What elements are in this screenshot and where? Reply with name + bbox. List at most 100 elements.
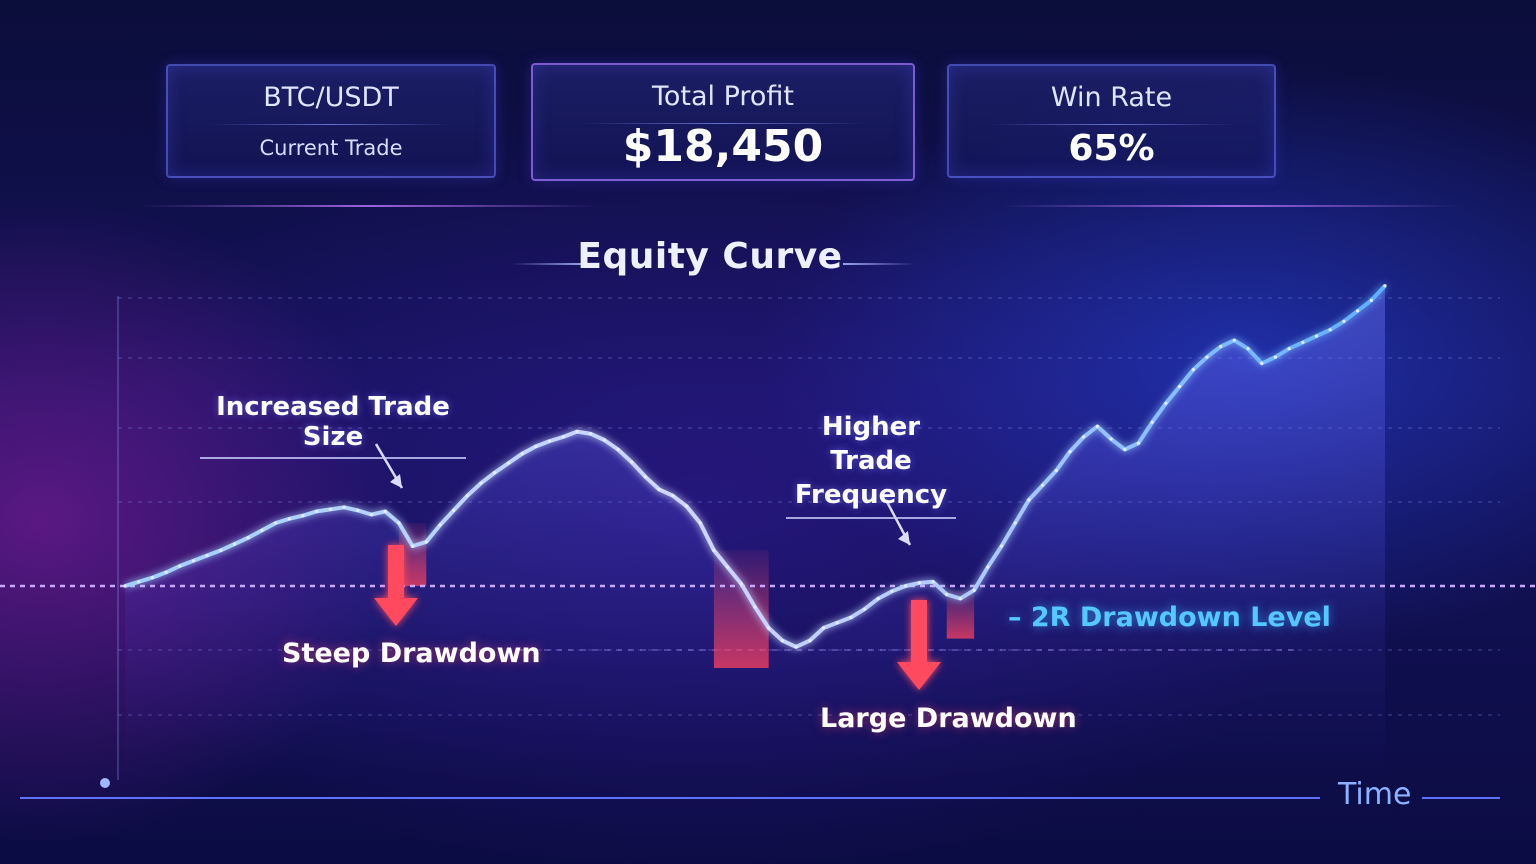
equity-point [958, 597, 963, 601]
equity-point [465, 494, 469, 498]
equity-point [1095, 424, 1099, 428]
equity-point [1109, 437, 1113, 441]
equity-point [684, 504, 689, 508]
equity-point [986, 565, 990, 569]
equity-point [438, 523, 442, 527]
equity-point [1027, 498, 1031, 502]
equity-point [1136, 441, 1141, 445]
total-profit-value: $18,450 [622, 121, 824, 172]
equity-point [1369, 298, 1373, 302]
x-axis-label: Time [1338, 777, 1412, 812]
equity-point [1205, 355, 1209, 359]
steep-drawdown-arrow [374, 545, 418, 626]
equity-point [589, 432, 593, 436]
equity-point [534, 444, 538, 448]
equity-point [232, 542, 237, 546]
equity-point [1356, 309, 1360, 313]
equity-point [726, 565, 730, 569]
win-rate-value: 65% [1068, 128, 1155, 169]
equity-point [1013, 521, 1017, 525]
equity-point [931, 580, 935, 584]
annotation-increased-trade-size: Increased Trade Size [200, 392, 466, 459]
equity-point [1219, 345, 1223, 349]
card-divider [207, 124, 455, 125]
equity-point [1041, 483, 1045, 487]
annotation-steep-drawdown: Steep Drawdown [282, 638, 541, 669]
equity-point [876, 597, 880, 601]
equity-point [123, 584, 127, 588]
equity-point [520, 452, 524, 456]
title-rule-right [843, 263, 915, 265]
equity-point [630, 460, 634, 464]
equity-point [1123, 447, 1127, 452]
equity-point [383, 509, 387, 514]
equity-point [999, 544, 1004, 548]
chart-title-wrap: Equity Curve [500, 236, 920, 277]
header-glow-line-left [140, 205, 600, 207]
equity-point [205, 553, 209, 558]
pair-card: BTC/USDT Current Trade [166, 64, 496, 178]
equity-point [575, 430, 579, 434]
equity-point [671, 494, 675, 498]
equity-point [904, 584, 908, 588]
equity-point [657, 487, 661, 491]
equity-point [493, 471, 497, 475]
equity-point [315, 509, 319, 514]
equity-point [561, 435, 565, 439]
equity-point [137, 580, 141, 584]
equity-point [808, 639, 812, 643]
trade-size-pointer-head [390, 474, 402, 488]
pair-label: BTC/USDT [263, 82, 399, 113]
equity-point [972, 588, 976, 592]
equity-point [794, 645, 798, 649]
annotation-arrows [374, 443, 941, 690]
equity-point [342, 505, 346, 509]
total-profit-card: Total Profit $18,450 [531, 63, 915, 181]
equity-point [1232, 338, 1236, 342]
equity-point [917, 581, 921, 585]
equity-point [397, 521, 401, 525]
equity-point [301, 514, 305, 518]
equity-point [1054, 468, 1058, 473]
equity-point [356, 508, 360, 512]
equity-point [862, 607, 867, 611]
equity-point [1150, 420, 1154, 424]
header-glow-line-right [1000, 205, 1460, 207]
equity-point [1328, 328, 1332, 332]
equity-point [1260, 361, 1264, 365]
equity-point [739, 582, 743, 586]
equity-point [1246, 347, 1250, 351]
equity-area [125, 285, 1385, 783]
equity-point [150, 576, 154, 580]
equity-point [1383, 284, 1387, 288]
card-divider [988, 124, 1235, 125]
equity-point [506, 461, 511, 465]
equity-point [287, 517, 291, 521]
annotation-higher-trade-frequency-text: Higher Trade Frequency [794, 412, 948, 510]
pair-sub-label: Current Trade [259, 136, 403, 160]
equity-point [945, 592, 949, 597]
equity-point [260, 528, 264, 532]
equity-points [123, 284, 1387, 649]
equity-point [479, 481, 483, 485]
equity-point [780, 639, 784, 643]
equity-point [274, 521, 278, 525]
equity-point [219, 548, 223, 552]
equity-point [1287, 347, 1291, 351]
equity-point [178, 564, 182, 568]
equity-point [1273, 355, 1278, 359]
equity-point [369, 513, 374, 517]
equity-point [890, 589, 894, 593]
equity-point [328, 507, 333, 511]
equity-point [643, 475, 648, 479]
equity-point [849, 615, 853, 620]
equity-point [1314, 334, 1319, 338]
equity-point [712, 548, 716, 552]
equity-point [1301, 340, 1305, 344]
equity-point [246, 536, 250, 540]
equity-point [411, 544, 415, 548]
equity-point [821, 626, 826, 630]
annotation-large-drawdown: Large Drawdown [820, 703, 1077, 734]
equity-point [191, 559, 196, 563]
